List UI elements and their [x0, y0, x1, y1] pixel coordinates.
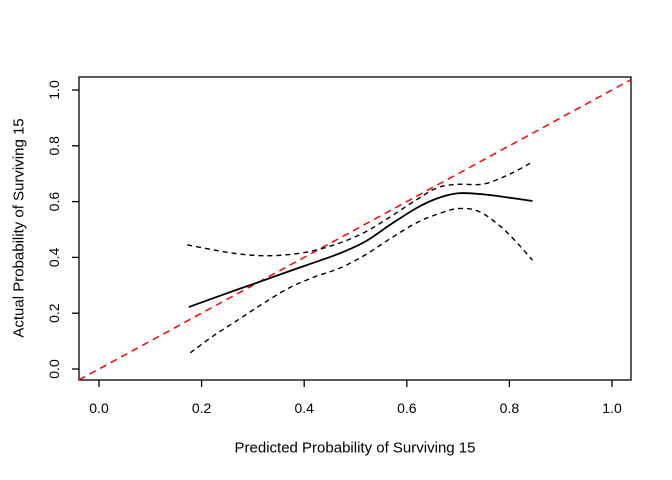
series-ideal-diagonal-line	[78, 79, 632, 381]
plot-box	[78, 76, 632, 381]
x-axis: 0.0 0.2 0.4 0.6 0.8 1.0	[89, 380, 622, 416]
y-tick-label: 0.6	[46, 192, 62, 212]
x-tick-label: 0.8	[500, 400, 520, 416]
x-tick-label: 0.6	[397, 400, 417, 416]
x-tick-label: 0.2	[192, 400, 212, 416]
series-layer	[78, 79, 632, 381]
y-tick-label: 0.8	[46, 136, 62, 156]
y-tick-label: 1.0	[46, 80, 62, 100]
x-tick-label: 1.0	[602, 400, 622, 416]
x-tick-label: 0.0	[89, 400, 109, 416]
plot-border	[78, 76, 632, 381]
y-axis: 0.0 0.2 0.4 0.6 0.8 1.0	[46, 80, 79, 379]
y-tick-label: 0.4	[46, 247, 62, 267]
series-upper-band-line	[187, 161, 533, 257]
y-tick-label: 0.0	[46, 359, 62, 379]
x-tick-label: 0.4	[294, 400, 314, 416]
x-axis-label: Predicted Probability of Surviving 15	[235, 440, 476, 457]
series-lower-band-line	[189, 207, 534, 354]
series-calibration-curve-line	[188, 192, 533, 308]
y-axis-label: Actual Probability of Surviving 15	[11, 118, 28, 337]
y-tick-label: 0.2	[46, 303, 62, 323]
